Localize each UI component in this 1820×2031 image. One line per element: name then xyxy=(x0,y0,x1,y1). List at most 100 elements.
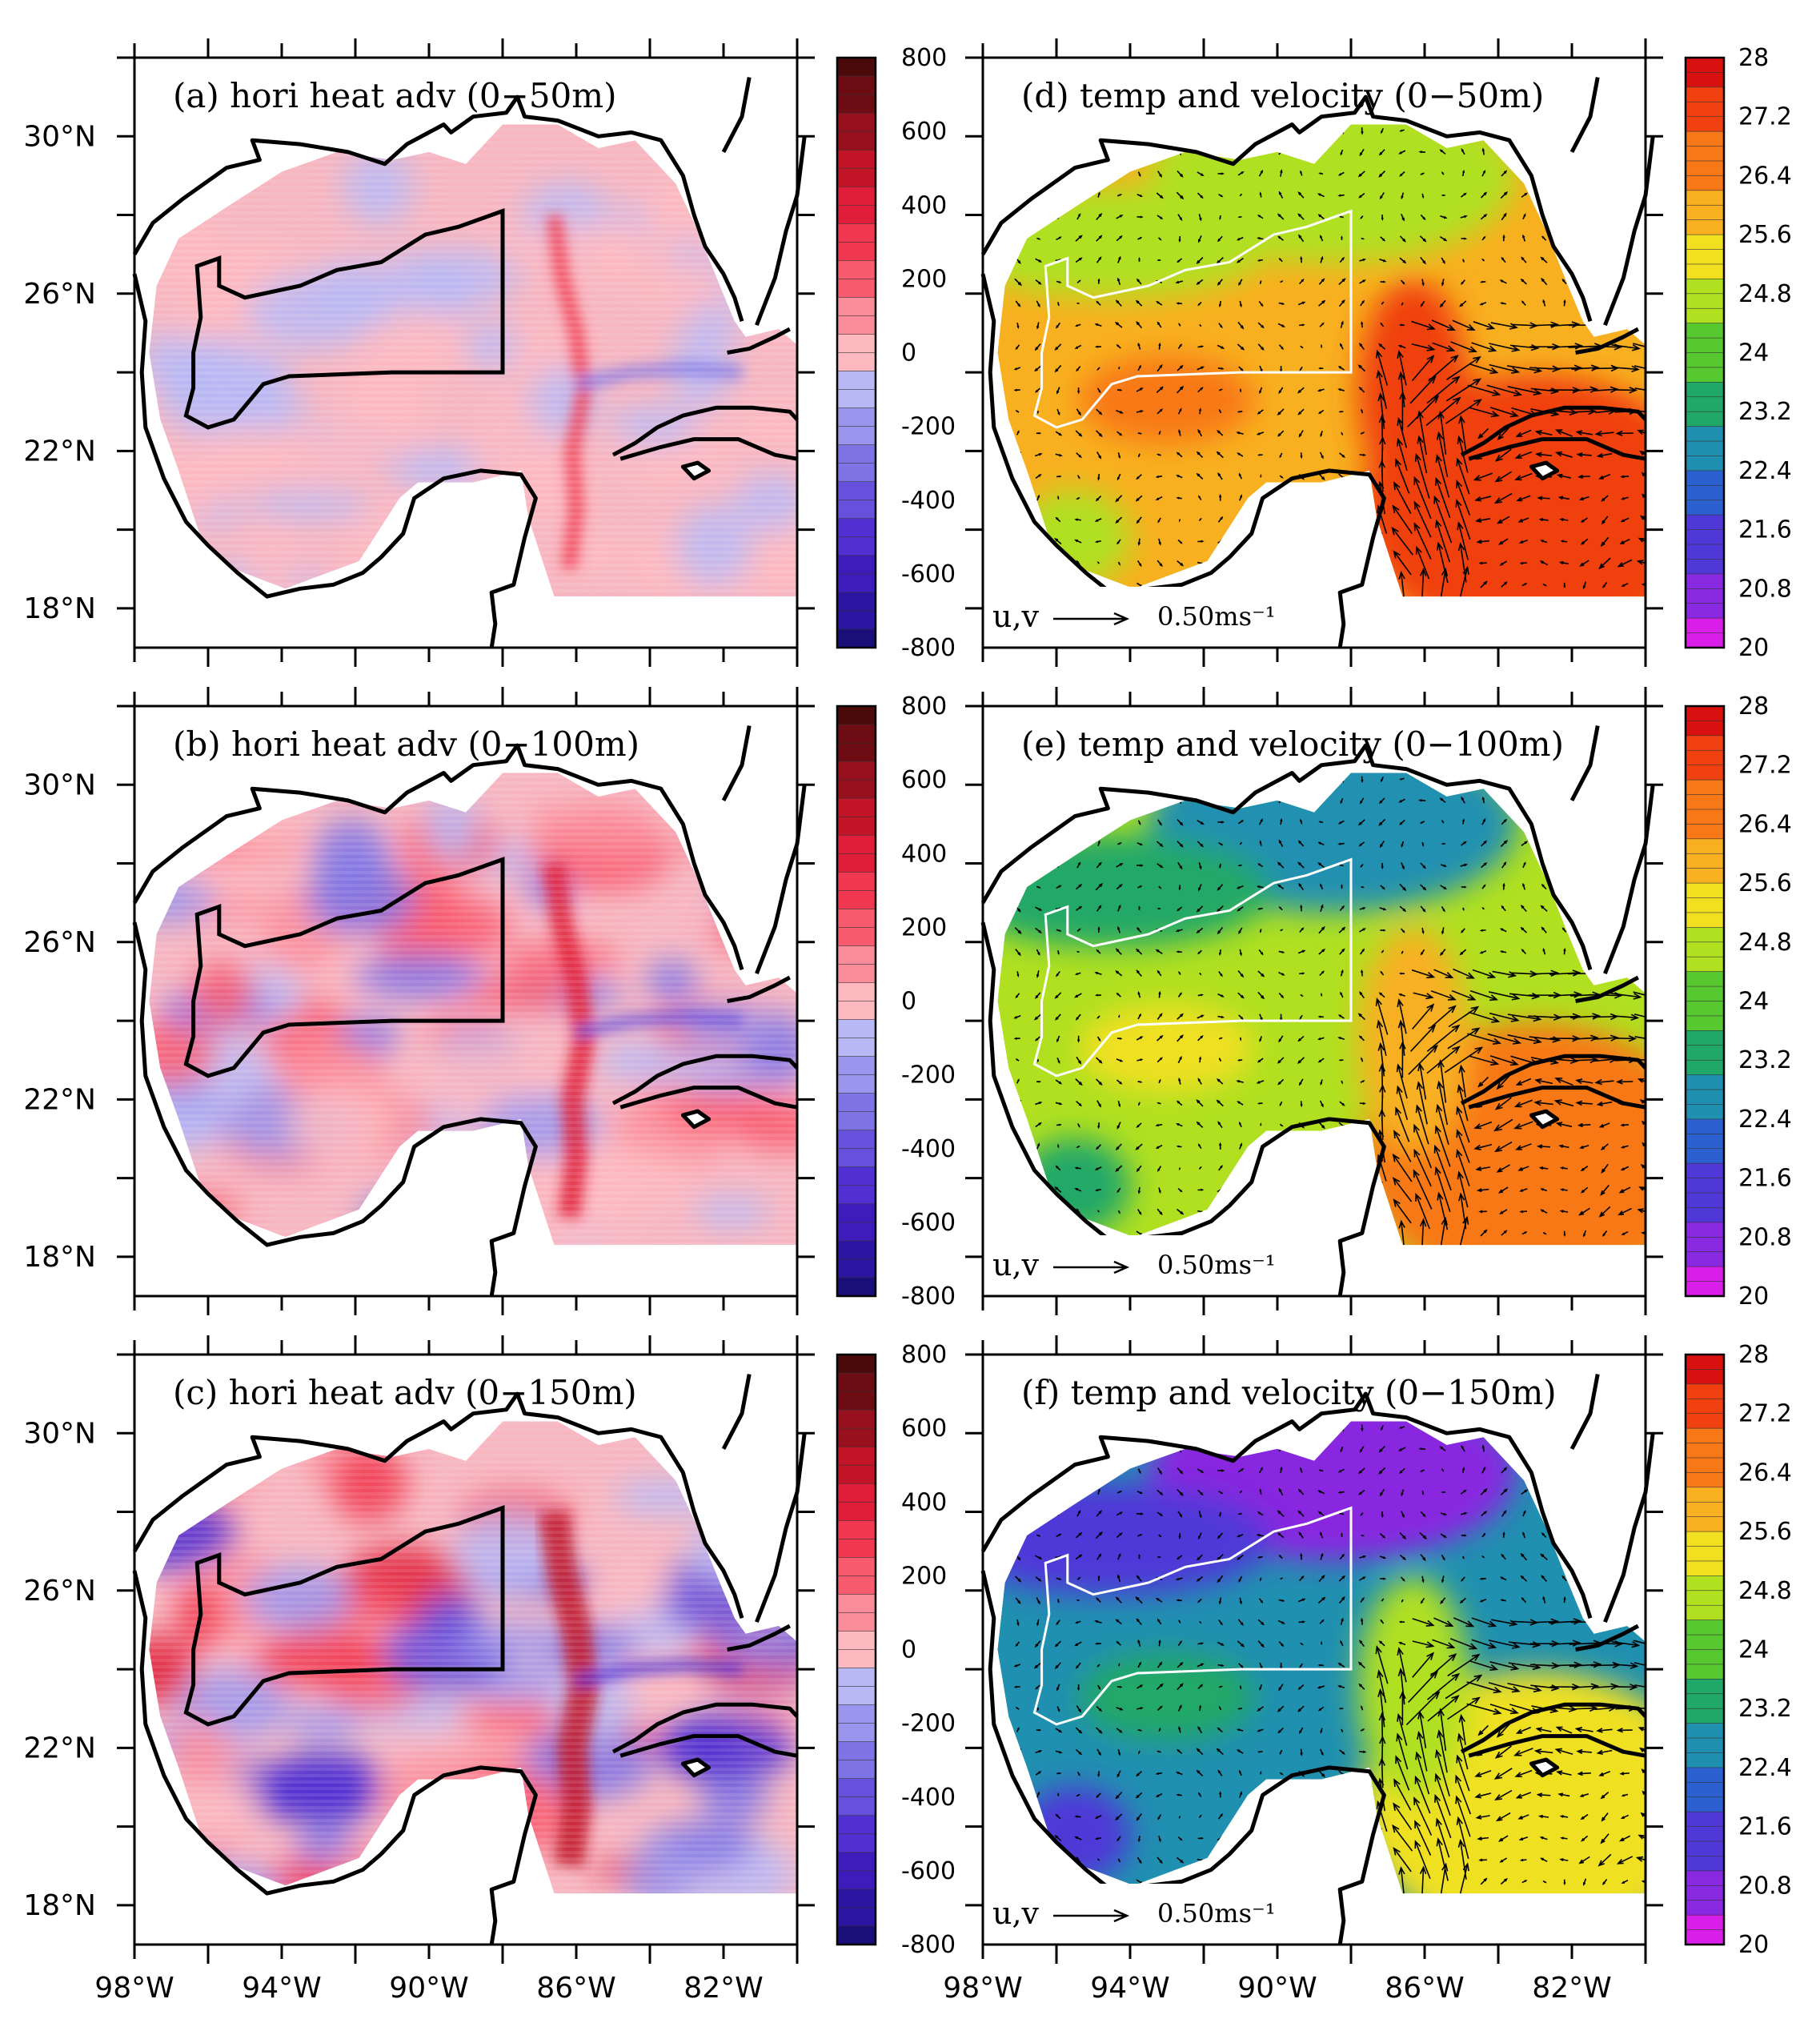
colorbar-swatch xyxy=(1685,1089,1725,1106)
velocity-arrow xyxy=(1477,1166,1490,1170)
velocity-arrow xyxy=(1430,1005,1456,1029)
velocity-arrow xyxy=(1412,1618,1433,1627)
velocity-arrow xyxy=(1478,1724,1489,1736)
velocity-arrowhead xyxy=(1401,303,1404,307)
velocity-arrowhead xyxy=(1301,1598,1306,1602)
velocity-arrowhead xyxy=(1197,428,1201,433)
velocity-arrowhead xyxy=(1428,1024,1437,1033)
velocity-arrowhead xyxy=(1095,1146,1099,1150)
velocity-arrowhead xyxy=(1015,1058,1018,1061)
velocity-arrowhead xyxy=(1197,1600,1201,1604)
velocity-arrowhead xyxy=(1610,1034,1619,1042)
velocity-arrow xyxy=(1413,992,1433,998)
velocity-arrowhead xyxy=(1200,1684,1204,1688)
velocity-arrowhead xyxy=(1180,195,1185,200)
velocity-arrow xyxy=(1379,1689,1385,1728)
velocity-arrow xyxy=(1376,998,1389,1035)
velocity-arrow xyxy=(1437,1082,1449,1126)
velocity-arrowhead xyxy=(1277,1708,1281,1712)
velocity-arrowhead xyxy=(1221,1491,1224,1495)
velocity-arrowhead xyxy=(1278,1487,1282,1492)
velocity-arrowhead xyxy=(1180,563,1185,567)
velocity-arrowhead xyxy=(1321,1103,1324,1108)
velocity-arrowhead xyxy=(1393,481,1401,491)
velocity-arrowhead xyxy=(1257,1102,1261,1105)
velocity-arrowhead xyxy=(1117,925,1120,930)
velocity-arrowhead xyxy=(1157,1816,1161,1820)
velocity-arrowhead xyxy=(1218,1600,1222,1605)
colorbar-swatch xyxy=(836,1631,876,1651)
colorbar-swatch xyxy=(1685,1074,1725,1090)
colorbar-swatch xyxy=(836,1557,876,1577)
velocity-arrowhead xyxy=(1358,195,1362,199)
vector-reference-arrowhead xyxy=(1113,1260,1130,1274)
velocity-arrowhead xyxy=(1540,905,1545,909)
velocity-arrow xyxy=(1475,1770,1492,1777)
velocity-arrowhead xyxy=(1138,822,1141,825)
velocity-arrowhead xyxy=(1620,1145,1625,1149)
velocity-arrowhead xyxy=(1240,368,1244,371)
velocity-arrowhead xyxy=(1159,1057,1163,1061)
velocity-arrowhead xyxy=(1382,1556,1387,1559)
velocity-arrowhead xyxy=(1074,1621,1078,1624)
velocity-arrow xyxy=(1548,993,1581,997)
tick-marks xyxy=(965,38,1663,667)
velocity-arrowhead xyxy=(1220,1812,1224,1817)
velocity-arrowhead xyxy=(1396,437,1404,447)
velocity-arrowhead xyxy=(1196,260,1201,264)
velocity-arrowhead xyxy=(1460,282,1464,285)
velocity-arrowhead xyxy=(1521,300,1525,304)
velocity-arrowhead xyxy=(1139,885,1143,888)
velocity-arrow xyxy=(1640,1099,1646,1107)
map-frame xyxy=(133,1353,799,1946)
colorbar-swatch xyxy=(1685,485,1725,501)
velocity-arrowhead xyxy=(1541,1532,1545,1536)
velocity-arrowhead xyxy=(1115,1816,1120,1821)
velocity-arrow xyxy=(1400,572,1405,597)
colorbar-swatch xyxy=(1685,337,1725,354)
velocity-arrowhead xyxy=(1318,367,1321,370)
velocity-arrowhead xyxy=(1337,1470,1341,1473)
velocity-arrowhead xyxy=(1158,342,1161,347)
velocity-arrowhead xyxy=(1517,1815,1523,1820)
colorbar-label: 20.8 xyxy=(1738,1223,1792,1251)
velocity-arrowhead xyxy=(1402,887,1407,892)
velocity-arrowhead xyxy=(1464,863,1468,867)
velocity-arrow xyxy=(1535,1750,1553,1754)
velocity-arrowhead xyxy=(1379,1492,1383,1497)
velocity-arrowhead xyxy=(1495,1816,1503,1822)
velocity-arrowhead xyxy=(1396,1063,1403,1073)
colorbar-swatch xyxy=(1685,1104,1725,1120)
velocity-arrowhead xyxy=(1075,1665,1079,1669)
velocity-arrowhead xyxy=(1238,930,1241,935)
lat-tick-label: 30°N xyxy=(23,769,96,801)
velocity-arrowhead xyxy=(1076,303,1079,304)
velocity-arrow xyxy=(1578,1124,1591,1126)
velocity-arrowhead xyxy=(1357,1013,1362,1018)
velocity-arrowhead xyxy=(1076,1687,1080,1692)
velocity-arrowhead xyxy=(1157,259,1160,262)
velocity-arrowhead xyxy=(1493,1686,1502,1694)
velocity-arrowhead xyxy=(1300,1103,1303,1108)
velocity-arrowhead xyxy=(1277,213,1281,218)
velocity-arrow xyxy=(1434,1146,1452,1191)
coastline xyxy=(755,135,807,327)
velocity-arrowhead xyxy=(1297,1510,1301,1515)
velocity-arrowhead xyxy=(1509,1059,1519,1066)
velocity-arrowhead xyxy=(1362,453,1367,456)
velocity-arrowhead xyxy=(1563,299,1566,303)
velocity-arrowhead xyxy=(1098,455,1102,460)
velocity-arrowhead xyxy=(1054,1186,1059,1190)
velocity-arrow xyxy=(1414,1776,1431,1814)
velocity-arrow xyxy=(1538,497,1550,500)
colorbar-swatch xyxy=(836,186,876,207)
velocity-arrowhead xyxy=(1556,1770,1563,1776)
velocity-arrow xyxy=(1419,1063,1427,1100)
velocity-arrow xyxy=(1577,453,1592,456)
colorbar-swatch xyxy=(836,610,876,630)
velocity-arrow xyxy=(1557,1726,1573,1734)
velocity-arrowhead xyxy=(1563,1595,1566,1600)
velocity-arrowhead xyxy=(1281,995,1285,999)
velocity-arrowhead xyxy=(1501,1553,1505,1557)
velocity-arrowhead xyxy=(1362,1080,1365,1082)
